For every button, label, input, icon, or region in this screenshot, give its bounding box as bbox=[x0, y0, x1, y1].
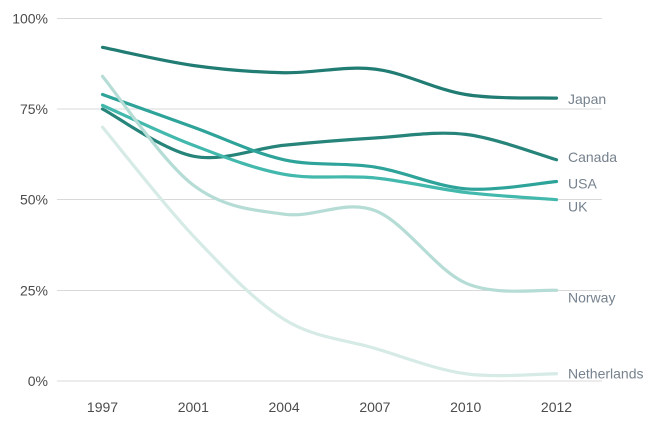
series-line-norway bbox=[100, 74, 559, 293]
x-tick-label: 2001 bbox=[178, 399, 209, 415]
series-lines bbox=[100, 45, 559, 378]
series-label-canada: Canada bbox=[568, 149, 617, 165]
x-tick-label: 2007 bbox=[359, 399, 390, 415]
y-tick-label: 50% bbox=[20, 192, 48, 208]
y-tick-label: 75% bbox=[20, 101, 48, 117]
series-line-japan bbox=[100, 45, 559, 100]
x-tick-label: 1997 bbox=[87, 399, 118, 415]
x-tick-label: 2004 bbox=[269, 399, 300, 415]
series-line-canada bbox=[100, 107, 559, 162]
series-line-uk bbox=[100, 103, 559, 202]
series-labels: Japan Canada USA UK Norway Netherlands bbox=[568, 91, 644, 382]
series-label-netherlands: Netherlands bbox=[568, 366, 644, 382]
gridlines bbox=[57, 17, 602, 382]
y-tick-label: 100% bbox=[12, 10, 48, 26]
y-tick-label: 25% bbox=[20, 282, 48, 298]
x-axis-labels: 1997 2001 2004 2007 2010 2012 bbox=[87, 399, 572, 415]
series-label-uk: UK bbox=[568, 199, 588, 215]
x-tick-label: 2012 bbox=[541, 399, 572, 415]
series-label-norway: Norway bbox=[568, 289, 615, 305]
series-line-netherlands bbox=[100, 125, 559, 378]
series-line-usa bbox=[100, 92, 559, 191]
y-axis-labels: 100% 75% 50% 25% 0% bbox=[12, 10, 48, 389]
y-tick-label: 0% bbox=[28, 373, 48, 389]
series-label-usa: USA bbox=[568, 176, 597, 192]
series-label-japan: Japan bbox=[568, 91, 606, 107]
x-tick-label: 2010 bbox=[450, 399, 481, 415]
